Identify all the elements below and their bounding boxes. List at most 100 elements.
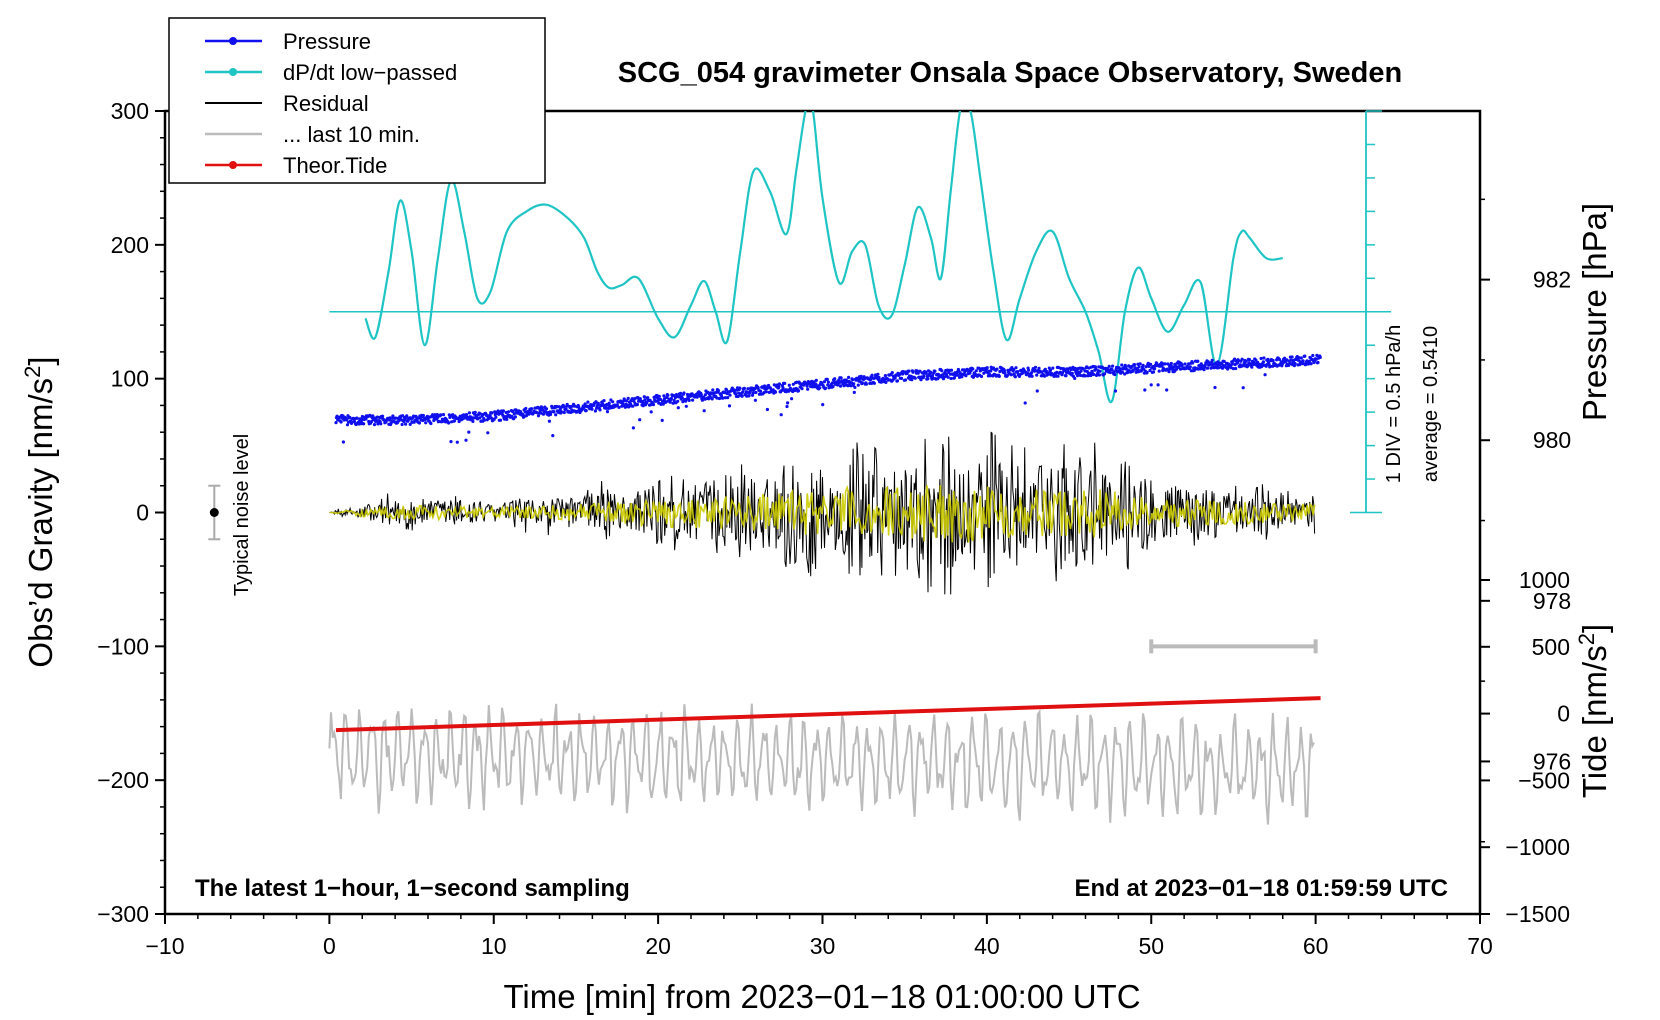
pressure-point bbox=[1262, 356, 1266, 360]
pressure-point bbox=[949, 376, 953, 381]
legend: Pressure dP/dt low−passed Residual ... last… bbox=[168, 17, 546, 184]
pressure-point bbox=[1166, 362, 1170, 366]
pressure-point bbox=[1145, 370, 1149, 374]
pressure-point bbox=[931, 376, 935, 380]
pressure-point bbox=[590, 407, 594, 411]
pressure-point bbox=[400, 422, 404, 427]
pressure-point bbox=[1056, 374, 1060, 378]
pressure-point bbox=[490, 411, 494, 415]
pressure-point bbox=[555, 404, 559, 409]
pressure-point bbox=[860, 381, 865, 385]
pressure-point bbox=[1213, 385, 1217, 390]
pressure-point bbox=[787, 383, 791, 387]
pressure-point bbox=[1246, 364, 1250, 368]
pressure-point bbox=[486, 431, 490, 435]
pressure-point bbox=[1110, 368, 1114, 372]
pressure-point bbox=[554, 413, 558, 417]
pressure-point bbox=[691, 398, 695, 402]
pressure-point bbox=[777, 385, 781, 389]
residual-lowpass-line bbox=[329, 484, 1316, 543]
pressure-point bbox=[638, 418, 642, 422]
pressure-point bbox=[1222, 359, 1226, 364]
pressure-point bbox=[1165, 388, 1169, 392]
pressure-point bbox=[559, 410, 564, 414]
pressure-point bbox=[501, 409, 505, 413]
pressure-point bbox=[822, 380, 827, 384]
pressure-point bbox=[723, 396, 728, 400]
pressure-point bbox=[1048, 368, 1053, 372]
y-tick-label: 300 bbox=[111, 98, 149, 124]
pressure-point bbox=[1209, 366, 1213, 370]
pressure-point bbox=[796, 389, 801, 393]
pressure-point bbox=[753, 398, 758, 402]
pressure-point bbox=[758, 389, 763, 393]
pressure-point bbox=[765, 407, 770, 412]
pressure-point bbox=[488, 413, 492, 417]
pressure-point bbox=[859, 374, 863, 378]
pressure-point bbox=[593, 409, 598, 413]
pressure-point bbox=[524, 406, 528, 411]
pressure-point bbox=[1149, 383, 1153, 387]
pressure-point bbox=[498, 418, 503, 422]
pressure-point bbox=[1240, 357, 1244, 361]
pressure-point bbox=[564, 407, 568, 411]
pressure-point bbox=[645, 401, 649, 405]
pressure-point bbox=[660, 418, 664, 422]
pressure-point bbox=[1157, 369, 1161, 373]
pressure-point bbox=[764, 390, 768, 394]
pressure-point bbox=[946, 375, 950, 379]
pressure-point bbox=[1137, 365, 1141, 369]
pressure-point bbox=[1120, 363, 1124, 367]
x-tick-label: 30 bbox=[810, 933, 836, 959]
y-axis-left-title-close: ] bbox=[22, 356, 59, 365]
end-time-note: End at 2023−01−18 01:59:59 UTC bbox=[1074, 875, 1448, 902]
pressure-point bbox=[405, 414, 409, 418]
pressure-point bbox=[557, 405, 561, 409]
pressure-point bbox=[995, 367, 999, 371]
x-tick-label: 0 bbox=[323, 933, 336, 959]
pressure-point bbox=[631, 404, 635, 408]
pressure-point bbox=[657, 394, 661, 398]
pressure-point bbox=[651, 403, 656, 407]
pressure-point bbox=[876, 372, 880, 376]
pressure-point bbox=[1244, 359, 1248, 363]
pressure-point bbox=[662, 394, 666, 398]
pressure-point bbox=[997, 374, 1001, 378]
pressure-point bbox=[711, 388, 715, 392]
pressure-point bbox=[1113, 372, 1117, 377]
pressure-point bbox=[439, 413, 443, 417]
pressure-point bbox=[1069, 368, 1073, 372]
pressure-point bbox=[1299, 356, 1303, 360]
pressure-point bbox=[1023, 401, 1027, 405]
pressure-point bbox=[907, 369, 911, 373]
pressure-point bbox=[726, 396, 730, 400]
pressure-point bbox=[956, 373, 960, 377]
pressure-point bbox=[877, 375, 881, 380]
pressure-point bbox=[971, 367, 975, 371]
pressure-point bbox=[607, 401, 611, 405]
dpdt-average-label: average = 0.5410 bbox=[1420, 326, 1442, 482]
pressure-point bbox=[806, 387, 810, 391]
pressure-point bbox=[1149, 362, 1153, 366]
pressure-point bbox=[1084, 374, 1088, 378]
pressure-point bbox=[661, 402, 665, 406]
y-axis-left-ticks: −300 −200 −100 0 100 200 300 bbox=[97, 98, 165, 927]
pressure-point bbox=[839, 376, 843, 380]
pressure-point bbox=[1151, 370, 1156, 374]
pressure-point bbox=[926, 377, 930, 381]
pressure-point bbox=[765, 387, 769, 391]
dpdt-line bbox=[364, 111, 1283, 404]
pressure-point bbox=[666, 393, 670, 397]
pressure-point bbox=[777, 382, 782, 386]
pressure-point bbox=[979, 374, 984, 379]
legend-entry-label: Theor.Tide bbox=[283, 153, 387, 178]
pressure-point bbox=[732, 388, 736, 392]
pressure-point bbox=[856, 383, 860, 387]
x-tick-label: 70 bbox=[1467, 933, 1493, 959]
tide-tick-label: 500 bbox=[1532, 634, 1570, 660]
pressure-point bbox=[602, 399, 606, 403]
tide-axis-title-close: ] bbox=[1576, 624, 1613, 633]
pressure-point bbox=[551, 434, 555, 438]
pressure-point bbox=[805, 384, 809, 388]
pressure-point bbox=[795, 380, 799, 384]
